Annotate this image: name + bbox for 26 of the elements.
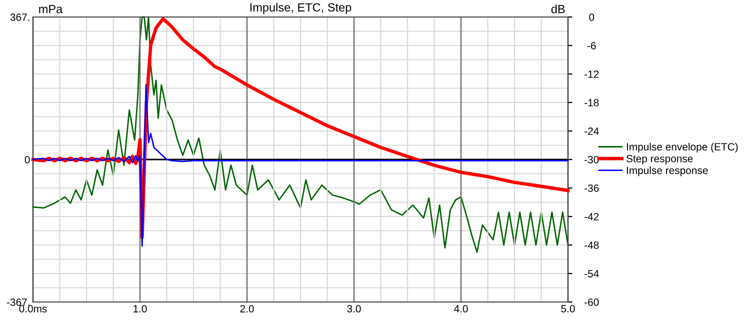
legend-label: Impulse envelope (ETC) bbox=[626, 142, 738, 153]
y2-tick-label: 0 bbox=[589, 14, 594, 21]
y2-axis-title: dB bbox=[551, 4, 565, 14]
x-tick-label: 3.0 bbox=[347, 305, 361, 312]
y-tick-label: 0 bbox=[24, 156, 30, 164]
y2-tick-label: -60 bbox=[584, 298, 599, 306]
legend-label: Impulse response bbox=[626, 166, 708, 176]
y2-tick-label: -6 bbox=[587, 42, 596, 50]
legend-label: Step response bbox=[626, 154, 693, 164]
y2-tick-label: -18 bbox=[584, 99, 599, 106]
y2-tick-label: -48 bbox=[584, 242, 599, 249]
x-tick-label: 2.0 bbox=[240, 305, 254, 312]
chart-title: Impulse, ETC, Step bbox=[250, 2, 352, 14]
y2-tick-label: -24 bbox=[584, 128, 599, 135]
x-tick-label: 4.0 bbox=[454, 305, 468, 312]
y-tick-label: -367. bbox=[6, 298, 30, 306]
x-tick-label: 5.0 bbox=[561, 305, 575, 312]
y2-tick-label: -42 bbox=[584, 213, 599, 220]
y2-tick-label: -12 bbox=[584, 70, 599, 78]
y-tick-label: 367. bbox=[10, 14, 30, 21]
y2-tick-label: -54 bbox=[584, 270, 599, 278]
line-series bbox=[32, 84, 569, 247]
x-tick-label: 0.0ms bbox=[19, 305, 47, 312]
y-axis-title: mPa bbox=[39, 5, 63, 14]
x-tick-label: 1.0 bbox=[134, 305, 147, 312]
y2-tick-label: -36 bbox=[584, 184, 599, 192]
